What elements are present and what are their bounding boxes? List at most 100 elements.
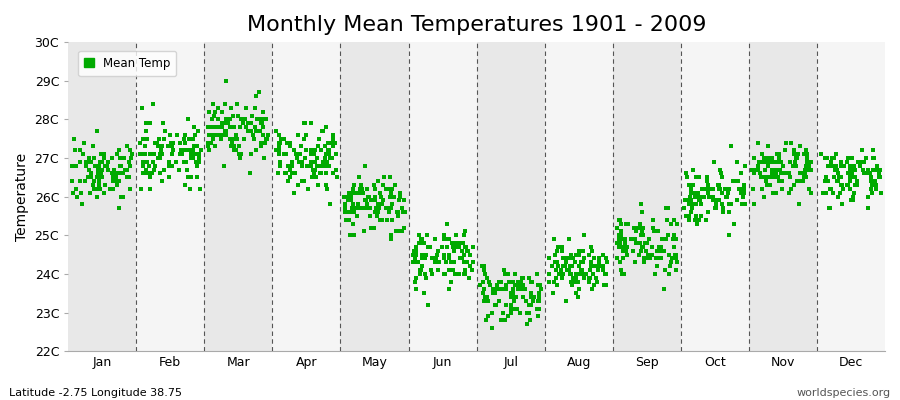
Point bbox=[771, 174, 786, 180]
Point bbox=[450, 240, 464, 246]
Point bbox=[489, 302, 503, 308]
Point bbox=[679, 213, 693, 219]
Point bbox=[113, 162, 128, 169]
Point bbox=[618, 240, 633, 246]
Point bbox=[186, 136, 201, 142]
Point bbox=[439, 220, 454, 227]
Point bbox=[136, 151, 150, 157]
Point bbox=[207, 124, 221, 130]
Point bbox=[662, 271, 677, 277]
Point bbox=[491, 278, 506, 285]
Point bbox=[516, 294, 530, 300]
Point bbox=[827, 162, 842, 169]
Point bbox=[164, 143, 178, 150]
Point bbox=[328, 139, 343, 146]
Point bbox=[359, 197, 374, 204]
Point bbox=[110, 182, 124, 188]
Point bbox=[429, 251, 444, 258]
Point bbox=[397, 224, 411, 231]
Point bbox=[230, 136, 244, 142]
Point bbox=[179, 159, 194, 165]
Point bbox=[354, 205, 368, 212]
Point bbox=[662, 205, 676, 212]
Point bbox=[371, 209, 385, 215]
Point bbox=[140, 159, 154, 165]
Point bbox=[531, 298, 545, 304]
Point bbox=[521, 274, 535, 281]
Point bbox=[307, 170, 321, 177]
Point bbox=[356, 186, 370, 192]
Point bbox=[281, 162, 295, 169]
Point bbox=[248, 104, 262, 111]
Point bbox=[166, 147, 180, 154]
Point bbox=[669, 255, 683, 262]
Point bbox=[700, 174, 715, 180]
Point bbox=[230, 101, 244, 107]
Point bbox=[530, 298, 544, 304]
Point bbox=[371, 178, 385, 184]
Point bbox=[867, 182, 881, 188]
Point bbox=[613, 217, 627, 223]
Point bbox=[466, 244, 481, 250]
Point bbox=[581, 274, 596, 281]
Point bbox=[485, 309, 500, 316]
Point bbox=[186, 147, 201, 154]
Point bbox=[531, 306, 545, 312]
Point bbox=[684, 201, 698, 208]
Point bbox=[658, 267, 672, 273]
Point bbox=[193, 186, 207, 192]
Point bbox=[457, 228, 472, 234]
Point bbox=[562, 263, 577, 269]
Point bbox=[271, 147, 285, 154]
Point bbox=[789, 155, 804, 161]
Point bbox=[668, 255, 682, 262]
Point bbox=[65, 162, 79, 169]
Point bbox=[521, 309, 535, 316]
Point bbox=[800, 155, 814, 161]
Point bbox=[508, 271, 522, 277]
Point bbox=[341, 194, 356, 200]
Point bbox=[91, 166, 105, 173]
Point bbox=[315, 128, 329, 134]
Point bbox=[232, 143, 247, 150]
Point bbox=[217, 162, 231, 169]
Point bbox=[590, 278, 604, 285]
Point bbox=[554, 267, 569, 273]
Point bbox=[295, 162, 310, 169]
Point bbox=[769, 166, 783, 173]
Point bbox=[691, 197, 706, 204]
Point bbox=[96, 151, 111, 157]
Point bbox=[637, 259, 652, 266]
Point bbox=[114, 155, 129, 161]
Point bbox=[496, 309, 510, 316]
Point bbox=[598, 255, 613, 262]
Point bbox=[122, 186, 137, 192]
Point bbox=[164, 162, 178, 169]
Point bbox=[842, 166, 857, 173]
Point bbox=[120, 143, 134, 150]
Point bbox=[533, 282, 547, 289]
Point bbox=[202, 147, 216, 154]
Point bbox=[565, 263, 580, 269]
Point bbox=[105, 178, 120, 184]
Point bbox=[755, 151, 770, 157]
Point bbox=[188, 159, 202, 165]
Point bbox=[574, 259, 589, 266]
Point bbox=[860, 205, 875, 212]
Point bbox=[406, 259, 420, 266]
Point bbox=[379, 186, 393, 192]
Point bbox=[494, 286, 508, 292]
Point bbox=[161, 143, 176, 150]
Point bbox=[747, 201, 761, 208]
Point bbox=[112, 178, 127, 184]
Point bbox=[681, 197, 696, 204]
Point bbox=[383, 186, 398, 192]
Point bbox=[157, 136, 171, 142]
Point bbox=[531, 290, 545, 296]
Point bbox=[715, 174, 729, 180]
Point bbox=[726, 178, 741, 184]
Point bbox=[551, 263, 565, 269]
Point bbox=[162, 159, 176, 165]
Point bbox=[388, 182, 402, 188]
Point bbox=[508, 306, 522, 312]
